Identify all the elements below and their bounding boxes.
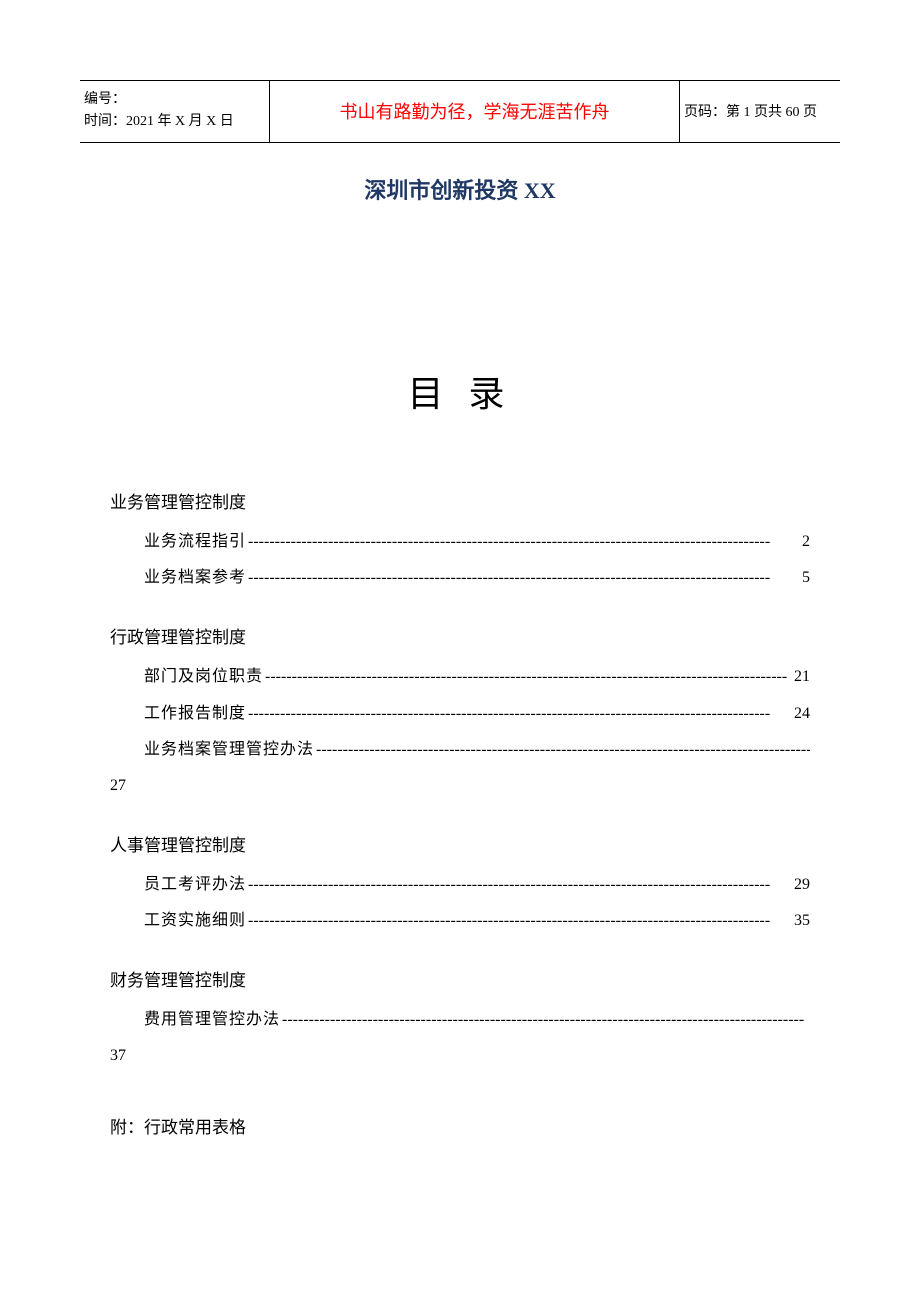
section-heading: 财务管理管控制度 (110, 965, 810, 997)
toc-leader: ----------------------------------------… (246, 563, 802, 593)
page-header: 编号： 时间：2021 年 X 月 X 日 书山有路勤为径，学海无涯苦作舟 页码… (80, 80, 840, 143)
toc-leader: ----------------------------------------… (246, 870, 794, 900)
toc-entry-label: 工资实施细则 (144, 906, 246, 936)
toc-entry: 员工考评办法 ---------------------------------… (110, 870, 810, 900)
toc-page: 5 (802, 563, 810, 593)
toc-leader: ----------------------------------------… (263, 662, 794, 692)
toc-page-wrapped: 27 (110, 771, 810, 801)
toc-entry: 业务档案管理管控办法 -----------------------------… (110, 735, 810, 765)
toc-leader: ----------------------------------------… (280, 1005, 810, 1035)
toc-page: 29 (794, 870, 810, 900)
toc-leader: ----------------------------------------… (246, 699, 794, 729)
toc-page-wrapped: 37 (110, 1041, 810, 1071)
header-left-cell: 编号： 时间：2021 年 X 月 X 日 (80, 81, 270, 142)
toc-entry-label: 部门及岗位职责 (144, 662, 263, 692)
page-label: 页码： (684, 101, 726, 121)
header-motto: 书山有路勤为径，学海无涯苦作舟 (270, 81, 680, 142)
toc-entry-label: 业务流程指引 (144, 527, 246, 557)
title-suffix: XX (524, 178, 556, 203)
appendix-line: 附：行政常用表格 (110, 1112, 810, 1144)
toc-entry: 业务流程指引 ---------------------------------… (110, 527, 810, 557)
toc-body: 业务管理管控制度 业务流程指引 ------------------------… (80, 487, 840, 1144)
toc-page: 2 (802, 527, 810, 557)
toc-heading: 目 录 (80, 365, 840, 417)
date-value: 2021 年 X 月 X 日 (126, 114, 234, 129)
toc-entry-label: 业务档案管理管控办法 (144, 735, 314, 765)
toc-leader: ----------------------------------------… (246, 527, 802, 557)
header-page-cell: 页码：第 1 页共 60 页 (680, 81, 840, 142)
title-prefix: 深圳市创新投资 (364, 178, 524, 203)
toc-entry-label: 员工考评办法 (144, 870, 246, 900)
toc-entry-label: 工作报告制度 (144, 699, 246, 729)
toc-entry-label: 业务档案参考 (144, 563, 246, 593)
page-value: 第 1 页共 60 页 (726, 101, 817, 121)
toc-entry: 工资实施细则 ---------------------------------… (110, 906, 810, 936)
section-heading: 业务管理管控制度 (110, 487, 810, 519)
section-heading: 行政管理管控制度 (110, 622, 810, 654)
toc-page: 35 (794, 906, 810, 936)
toc-page: 21 (794, 662, 810, 692)
section-heading: 人事管理管控制度 (110, 830, 810, 862)
toc-leader: ----------------------------------------… (314, 735, 810, 765)
document-title: 深圳市创新投资 XX (80, 173, 840, 205)
date-row: 时间：2021 年 X 月 X 日 (84, 111, 265, 133)
toc-entry: 工作报告制度 ---------------------------------… (110, 699, 810, 729)
toc-entry: 业务档案参考 ---------------------------------… (110, 563, 810, 593)
date-label: 时间： (84, 114, 126, 129)
toc-entry: 部门及岗位职责 --------------------------------… (110, 662, 810, 692)
toc-page: 24 (794, 699, 810, 729)
toc-entry: 费用管理管控办法 -------------------------------… (110, 1005, 810, 1035)
toc-entry-label: 费用管理管控办法 (144, 1005, 280, 1035)
toc-leader: ----------------------------------------… (246, 906, 794, 936)
serial-label: 编号： (84, 89, 265, 111)
